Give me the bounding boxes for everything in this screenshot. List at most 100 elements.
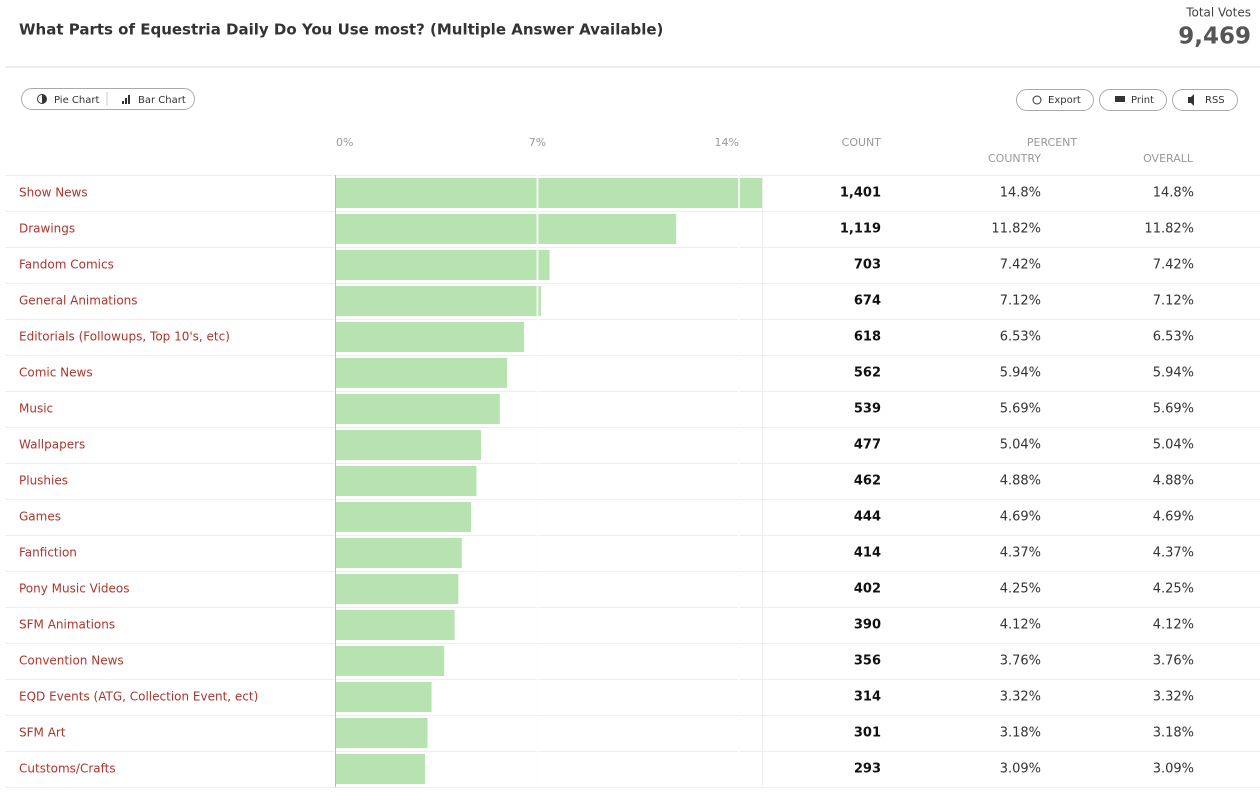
export-button[interactable]: Export bbox=[1016, 89, 1094, 111]
category-label: Plushies bbox=[19, 474, 68, 488]
country-percent: 14.8% bbox=[1000, 186, 1041, 201]
bar bbox=[336, 754, 425, 784]
country-percent: 3.09% bbox=[1000, 762, 1041, 777]
country-percent: 3.18% bbox=[1000, 726, 1041, 741]
category-label: EQD Events (ATG, Collection Event, ect) bbox=[19, 690, 258, 704]
total-votes-label: Total Votes bbox=[1185, 6, 1251, 20]
view-toggle bbox=[21, 88, 195, 110]
overall-percent: 4.12% bbox=[1153, 618, 1194, 633]
count: 414 bbox=[854, 546, 881, 561]
button-label: Bar Chart bbox=[138, 95, 186, 106]
overall-percent: 5.69% bbox=[1153, 402, 1194, 417]
overall-percent: 3.09% bbox=[1153, 762, 1194, 777]
count: 293 bbox=[854, 762, 881, 777]
column-header: PERCENT bbox=[1027, 136, 1078, 149]
bar bbox=[336, 322, 524, 352]
country-percent: 11.82% bbox=[991, 222, 1041, 237]
rss-icon bbox=[1188, 94, 1194, 106]
column-header: COUNT bbox=[842, 136, 882, 149]
count: 562 bbox=[854, 366, 881, 381]
category-label: Comic News bbox=[19, 366, 93, 380]
country-percent: 7.12% bbox=[1000, 294, 1041, 309]
country-percent: 5.04% bbox=[1000, 438, 1041, 453]
bar-chart-button[interactable]: Bar Chart bbox=[122, 95, 186, 106]
column-header: COUNTRY bbox=[988, 152, 1041, 165]
overall-percent: 4.88% bbox=[1153, 474, 1194, 489]
country-percent: 4.12% bbox=[1000, 618, 1041, 633]
button-label: RSS bbox=[1205, 95, 1225, 106]
button-frame bbox=[1172, 89, 1238, 111]
count: 356 bbox=[854, 654, 881, 669]
country-percent: 4.88% bbox=[1000, 474, 1041, 489]
category-label: SFM Animations bbox=[19, 618, 115, 632]
category-label: Wallpapers bbox=[19, 438, 85, 452]
bar bbox=[336, 718, 428, 748]
count: 1,401 bbox=[840, 186, 881, 201]
country-percent: 5.69% bbox=[1000, 402, 1041, 417]
overall-percent: 3.18% bbox=[1153, 726, 1194, 741]
overall-percent: 4.37% bbox=[1153, 546, 1194, 561]
count: 444 bbox=[854, 510, 881, 525]
bar bbox=[336, 430, 482, 460]
column-header: OVERALL bbox=[1143, 152, 1194, 165]
rss-button[interactable]: RSS bbox=[1172, 89, 1238, 111]
bar bbox=[336, 646, 445, 676]
bar bbox=[336, 214, 677, 244]
count: 301 bbox=[854, 726, 881, 741]
button-frame bbox=[1016, 89, 1094, 111]
poll-title: What Parts of Equestria Daily Do You Use… bbox=[19, 21, 663, 39]
count: 703 bbox=[854, 258, 881, 273]
bar bbox=[336, 358, 507, 388]
print-icon bbox=[1115, 96, 1125, 102]
bar bbox=[336, 538, 462, 568]
count: 314 bbox=[854, 690, 881, 705]
category-label: Show News bbox=[19, 186, 88, 200]
overall-percent: 3.32% bbox=[1153, 690, 1194, 705]
country-percent: 4.69% bbox=[1000, 510, 1041, 525]
country-percent: 4.25% bbox=[1000, 582, 1041, 597]
print-button[interactable]: Print bbox=[1099, 89, 1167, 111]
count: 390 bbox=[854, 618, 881, 633]
bar bbox=[336, 502, 471, 532]
overall-percent: 6.53% bbox=[1153, 330, 1194, 345]
button-frame bbox=[1099, 89, 1167, 111]
x-tick-label: 0% bbox=[336, 136, 353, 149]
button-label: Pie Chart bbox=[54, 95, 99, 106]
country-percent: 5.94% bbox=[1000, 366, 1041, 381]
button-label: Print bbox=[1131, 95, 1154, 106]
category-label: Pony Music Videos bbox=[19, 582, 130, 596]
x-tick-label: 7% bbox=[529, 136, 546, 149]
overall-percent: 5.04% bbox=[1153, 438, 1194, 453]
overall-percent: 5.94% bbox=[1153, 366, 1194, 381]
count: 539 bbox=[854, 402, 881, 417]
bar bbox=[336, 682, 432, 712]
button-label: Export bbox=[1048, 95, 1081, 106]
bar bbox=[336, 178, 762, 208]
x-tick-label: 14% bbox=[715, 136, 739, 149]
overall-percent: 4.25% bbox=[1153, 582, 1194, 597]
count: 618 bbox=[854, 330, 881, 345]
bar bbox=[336, 286, 541, 316]
bar bbox=[336, 250, 550, 280]
overall-percent: 11.82% bbox=[1144, 222, 1194, 237]
country-percent: 3.32% bbox=[1000, 690, 1041, 705]
pie-chart-button[interactable]: Pie Chart bbox=[37, 94, 100, 107]
bar-icon bbox=[122, 101, 124, 104]
country-percent: 3.76% bbox=[1000, 654, 1041, 669]
count: 1,119 bbox=[840, 222, 881, 237]
overall-percent: 3.76% bbox=[1153, 654, 1194, 669]
category-label: Drawings bbox=[19, 222, 75, 236]
overall-percent: 4.69% bbox=[1153, 510, 1194, 525]
count: 402 bbox=[854, 582, 881, 597]
overall-percent: 7.42% bbox=[1153, 258, 1194, 273]
category-label: SFM Art bbox=[19, 726, 66, 740]
overall-percent: 7.12% bbox=[1153, 294, 1194, 309]
bar bbox=[336, 574, 459, 604]
bar bbox=[336, 610, 455, 640]
country-percent: 4.37% bbox=[1000, 546, 1041, 561]
country-percent: 6.53% bbox=[1000, 330, 1041, 345]
count: 477 bbox=[854, 438, 881, 453]
total-votes: 9,469 bbox=[1178, 24, 1251, 50]
category-label: Fandom Comics bbox=[19, 258, 114, 272]
